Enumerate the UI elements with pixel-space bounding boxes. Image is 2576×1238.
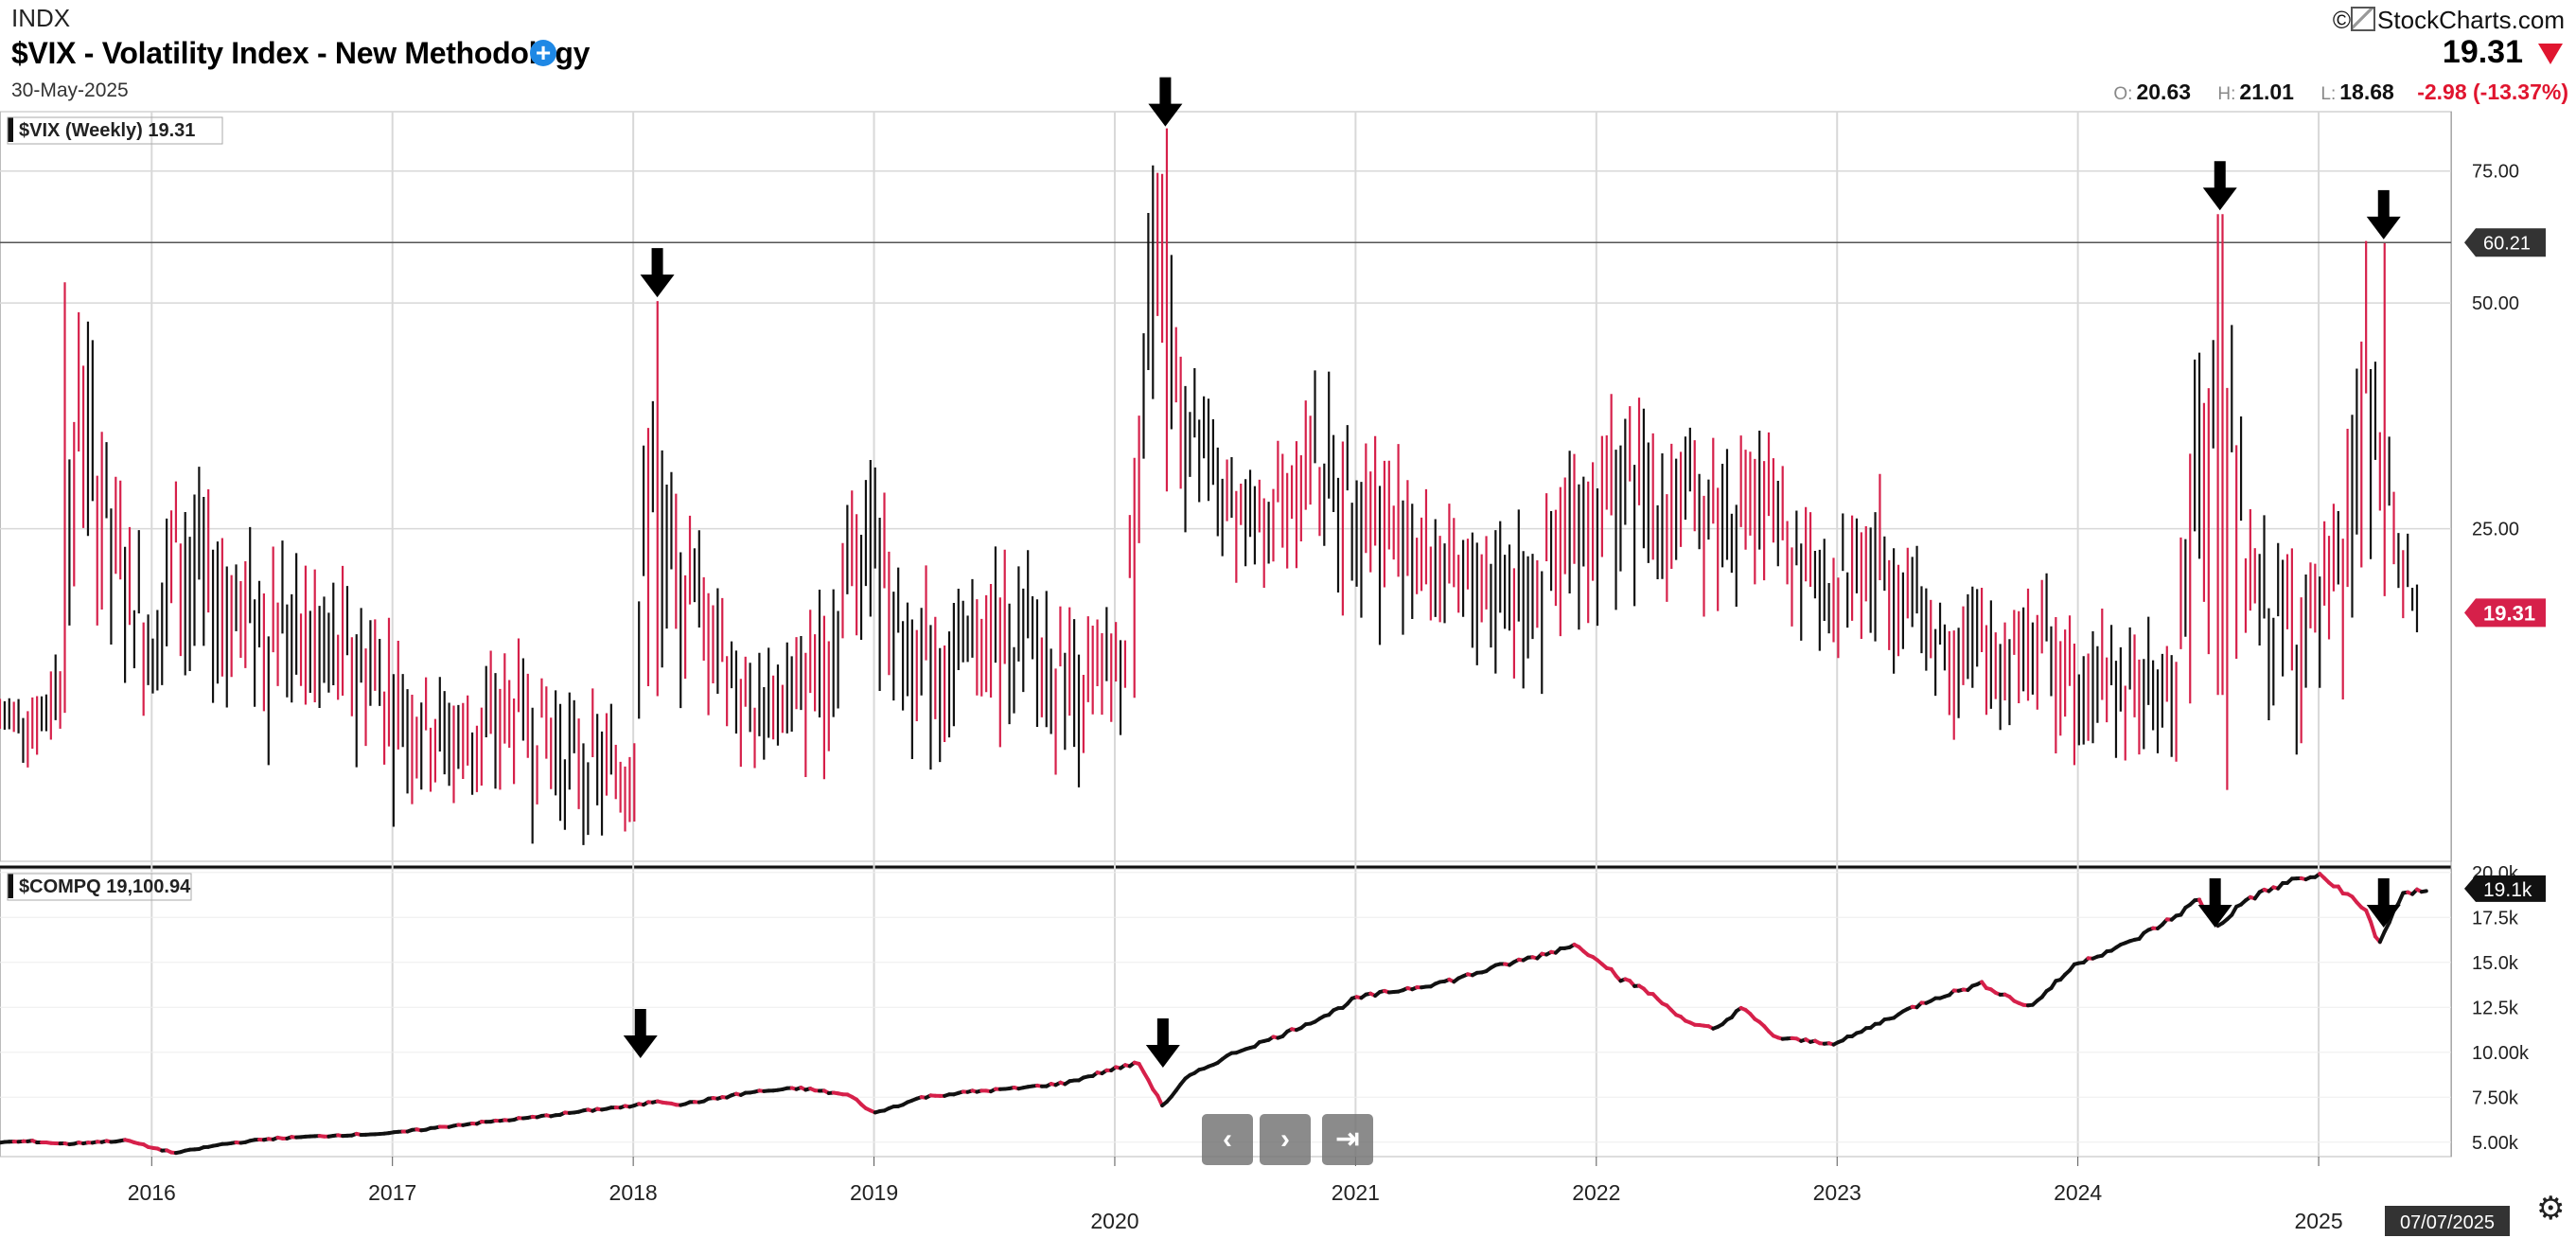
compq-last-tag — [2464, 875, 2546, 902]
open-value: 20.63 — [2136, 80, 2192, 104]
exchange-label: INDX — [11, 4, 71, 32]
compq-y-tick-label: 5.00k — [2472, 1133, 2519, 1154]
reference-value-label: 60.21 — [2483, 233, 2531, 254]
chevron-left-icon: ‹ — [1223, 1123, 1232, 1155]
chart-title: $VIX - Volatility Index - New Methodolog… — [11, 36, 591, 70]
compq-arrow-2024-shaft — [2209, 878, 2221, 907]
vix-y-tick-label: 75.00 — [2472, 162, 2519, 183]
x-tick-label: 2019 — [850, 1180, 898, 1205]
high-label: H: — [2217, 84, 2236, 104]
compq-arrow-2020 — [1145, 1018, 1180, 1068]
compq-y-tick-label: 17.5k — [2472, 908, 2519, 928]
vix-arrow-2020-shaft — [1159, 77, 1172, 106]
vix-arrow-2020 — [1148, 77, 1183, 127]
vix-arrow-2025 — [2366, 189, 2401, 239]
compq-y-tick-label: 12.5k — [2472, 998, 2519, 1018]
down-arrow-icon — [2538, 44, 2563, 64]
vix-y-tick-label: 50.00 — [2472, 293, 2519, 314]
change-value: -2.98 (-13.37%) — [2417, 80, 2568, 104]
vix-arrow-2025-shaft — [2377, 189, 2390, 219]
vix-panel-label: $VIX (Weekly) 19.31 — [19, 120, 195, 141]
compq-y-tick-label: 15.0k — [2472, 953, 2519, 974]
chart-date: 30-May-2025 — [11, 80, 129, 101]
gear-icon[interactable]: ⚙ — [2536, 1191, 2566, 1227]
compq-line — [0, 872, 2428, 1156]
compq-segment — [2369, 919, 2377, 939]
scroll-back-button[interactable]: ‹ — [1202, 1114, 1253, 1165]
brand-logo-icon — [2351, 7, 2376, 31]
compq-arrow-2018-shaft — [634, 1009, 646, 1037]
compq-arrow-2025-head — [2366, 905, 2401, 928]
scroll-forward-button[interactable]: › — [1260, 1114, 1311, 1165]
current-date: 07/07/2025 — [2400, 1212, 2495, 1233]
compq-segment — [2396, 891, 2406, 906]
x-tick-label: 2024 — [2054, 1180, 2102, 1205]
compq-arrow-2024 — [2197, 878, 2232, 928]
compq-arrow-2018-head — [623, 1035, 658, 1058]
x-tick-label: 2018 — [609, 1180, 658, 1205]
copyright-icon: © — [2332, 6, 2352, 34]
compq-panel-label-marker — [8, 874, 13, 898]
x-tick-label: 2020 — [1090, 1209, 1138, 1233]
open-label: O: — [2113, 84, 2133, 104]
chevron-right-icon: › — [1280, 1123, 1290, 1155]
compq-segment — [2419, 889, 2428, 894]
last-value-label: 19.31 — [2483, 601, 2535, 625]
vix-panel-label-marker — [8, 117, 13, 142]
compq-arrow-2024-head — [2197, 905, 2232, 928]
brand-name: StockCharts.com — [2377, 6, 2565, 34]
last-value-tag — [2464, 598, 2546, 628]
vix-bars — [0, 128, 2419, 845]
vix-arrow-2018-head — [640, 274, 675, 298]
compq-y-tick-label: 7.50k — [2472, 1088, 2519, 1108]
vix-y-tick-label: 25.00 — [2472, 520, 2519, 540]
vix-arrow-2018-shaft — [651, 248, 663, 277]
vix-arrow-2024-shaft — [2214, 161, 2226, 190]
vix-arrow-2020-head — [1148, 103, 1183, 127]
low-label: L: — [2320, 84, 2337, 104]
x-tick-label: 2021 — [1332, 1180, 1380, 1205]
reference-value-tag — [2464, 228, 2546, 257]
compq-panel-label-box — [7, 873, 192, 901]
brand-logo[interactable]: © StockCharts.com — [2333, 6, 2565, 35]
vix-arrow-2024-head — [2202, 187, 2237, 211]
compq-y-tick-label: 10.00k — [2472, 1043, 2530, 1064]
compq-panel-label: $COMPQ 19,100.94 — [19, 876, 191, 897]
vix-arrow-2024 — [2202, 161, 2237, 211]
low-value: 18.68 — [2339, 80, 2394, 104]
last-price: 19.31 — [2442, 34, 2523, 70]
compq-segment — [2364, 908, 2373, 924]
skip-to-end-icon: ⇥ — [1335, 1123, 1360, 1155]
compq-last-label: 19.1k — [2483, 879, 2532, 901]
high-value: 21.01 — [2239, 80, 2294, 104]
vix-arrow-2018 — [640, 248, 675, 298]
compq-arrow-2025-shaft — [2377, 878, 2390, 907]
current-date-box — [2385, 1206, 2510, 1236]
x-tick-label: 2017 — [368, 1180, 416, 1205]
ohlc-readout: O: 20.63 H: 21.01 L: 18.68 -2.98 (-13.37%) — [2092, 80, 2568, 105]
compq-arrow-2020-head — [1145, 1045, 1180, 1068]
x-tick-label: 2022 — [1572, 1180, 1620, 1205]
x-tick-label: 2016 — [128, 1180, 176, 1205]
compq-arrow-2020-shaft — [1156, 1018, 1169, 1047]
compq-arrow-2025 — [2366, 878, 2401, 928]
x-tick-label: 2025 — [2294, 1209, 2342, 1233]
vix-arrow-2025-head — [2366, 216, 2401, 239]
scroll-to-end-button[interactable]: ⇥ — [1322, 1114, 1373, 1165]
x-tick-label: 2023 — [1813, 1180, 1861, 1205]
compq-arrow-2018 — [623, 1009, 658, 1058]
add-symbol-icon[interactable]: + — [530, 40, 556, 66]
vix-panel-label-box — [7, 116, 223, 145]
